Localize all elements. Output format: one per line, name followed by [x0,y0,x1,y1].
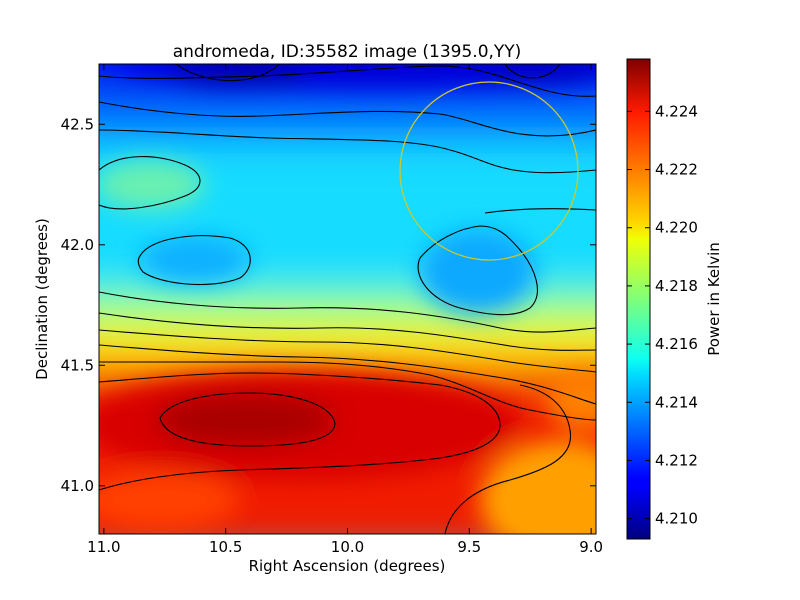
contour-line [99,129,596,174]
heatmap-blob [480,440,596,534]
x-tick-label: 10.5 [209,538,242,556]
chart-title: andromeda, ID:35582 image (1395.0,YY) [173,42,522,62]
heatmap-blob [140,236,250,284]
colorbar-label: Power in Kelvin [705,242,723,356]
heatmap-blob [155,394,335,446]
contour-line [484,208,596,214]
contour-line [99,156,201,210]
contour-line [99,291,596,333]
x-tick-label: 9.5 [457,538,481,556]
contour-line [137,235,251,286]
colorbar-ticks: 4.210 4.212 4.214 4.216 4.218 4.220 4.222 4.224 [627,102,698,528]
y-tick-label: 41.0 [61,477,94,495]
contour-line [99,329,596,373]
heatmap-band [99,95,596,140]
colorbar-tick-label: 4.212 [655,451,698,469]
contour-line [99,344,596,405]
heatmap-blob [99,160,205,210]
contour-line [99,65,596,97]
contour-line [504,64,561,79]
circle-overlay [399,81,579,261]
colorbar-tick-label: 4.214 [655,393,698,411]
y-tick-label: 42.5 [61,115,94,133]
contour-lines [99,64,596,534]
y-axis-ticks: 41.0 41.5 42.0 42.5 [61,115,596,495]
contour-line [175,64,281,82]
colorbar-tick-label: 4.210 [655,510,698,528]
heatmap-band [99,354,596,376]
x-tick-label: 11.0 [87,538,120,556]
colorbar [626,58,651,540]
colorbar-tick-label: 4.224 [655,102,698,120]
y-tick-label: 42.0 [61,236,94,254]
colorbar-tick-label: 4.220 [655,219,698,237]
colorbar-tick-label: 4.218 [655,277,698,295]
contour-line [417,225,538,316]
colorbar-tick-label: 4.222 [655,161,698,179]
contour-line [159,392,336,447]
y-axis-label: Declination (degrees) [33,218,51,380]
contour-line [444,384,572,534]
y-tick-label: 41.5 [61,356,94,374]
contour-line [99,312,596,351]
contour-line [99,372,501,491]
x-tick-label: 9.0 [579,538,603,556]
heatmap-blob [99,470,240,530]
x-axis-ticks: 11.0 10.5 10.0 9.5 9.0 [87,64,603,556]
contour-line [99,361,596,421]
contour-line [99,101,596,137]
heatmap-blob [170,64,310,86]
x-tick-label: 10.0 [331,538,364,556]
heatmap-band [99,288,596,310]
colorbar-tick-label: 4.216 [655,335,698,353]
x-axis-label: Right Ascension (degrees) [249,557,446,575]
heatmap-band [99,310,596,332]
heatmap [99,64,596,534]
